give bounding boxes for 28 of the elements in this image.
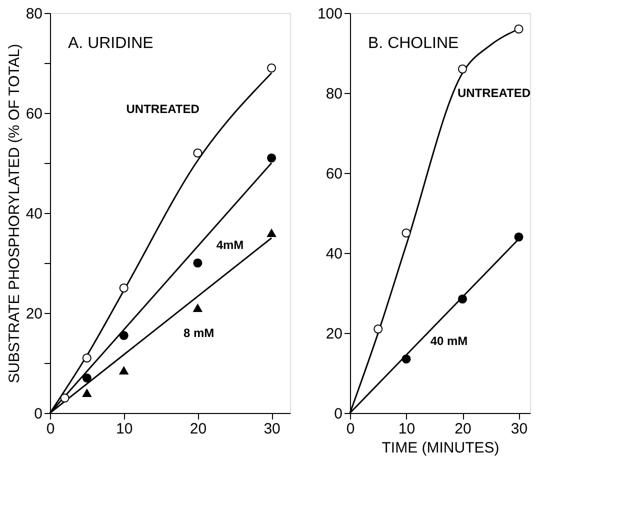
x-tick-label: 20 bbox=[190, 420, 207, 438]
y-tick-label: 60 bbox=[26, 106, 42, 122]
text: A. URIDINE bbox=[68, 35, 154, 52]
y-tick-label: 20 bbox=[26, 306, 42, 322]
x-tick-label: 20 bbox=[454, 420, 472, 438]
y-axis-title: SUBSTRATE PHOSPHORYLATED (% OF TOTAL) bbox=[6, 44, 23, 384]
text: UNTREATED bbox=[126, 102, 200, 116]
y-tick-label: 80 bbox=[26, 6, 42, 22]
x-tick-label: 0 bbox=[46, 420, 55, 438]
series-label: 4mM bbox=[216, 238, 244, 252]
y-tick-label: 60 bbox=[326, 166, 342, 182]
y-tick-label: 40 bbox=[26, 206, 42, 222]
y-tick-label: 80 bbox=[326, 86, 342, 102]
y-tick-label: 0 bbox=[34, 406, 42, 422]
x-tick-label: 30 bbox=[510, 420, 528, 438]
y-tick-label: 0 bbox=[334, 406, 342, 422]
x-axis-title: TIME (MINUTES) bbox=[382, 440, 500, 456]
y-tick-label: 40 bbox=[326, 246, 342, 262]
x-tick-label: 30 bbox=[264, 420, 280, 438]
y-tick-label: 100 bbox=[317, 6, 342, 22]
x-tick-label: 10 bbox=[398, 420, 416, 438]
series-label: 40 mM bbox=[430, 334, 468, 348]
x-tick-label: 10 bbox=[116, 420, 133, 438]
x-tick-label: 0 bbox=[346, 420, 355, 438]
y-tick-label: 20 bbox=[326, 326, 342, 342]
text: B. CHOLINE bbox=[368, 35, 459, 52]
series-label: 8 mM bbox=[183, 326, 214, 340]
series-label: UNTREATED bbox=[457, 86, 531, 100]
